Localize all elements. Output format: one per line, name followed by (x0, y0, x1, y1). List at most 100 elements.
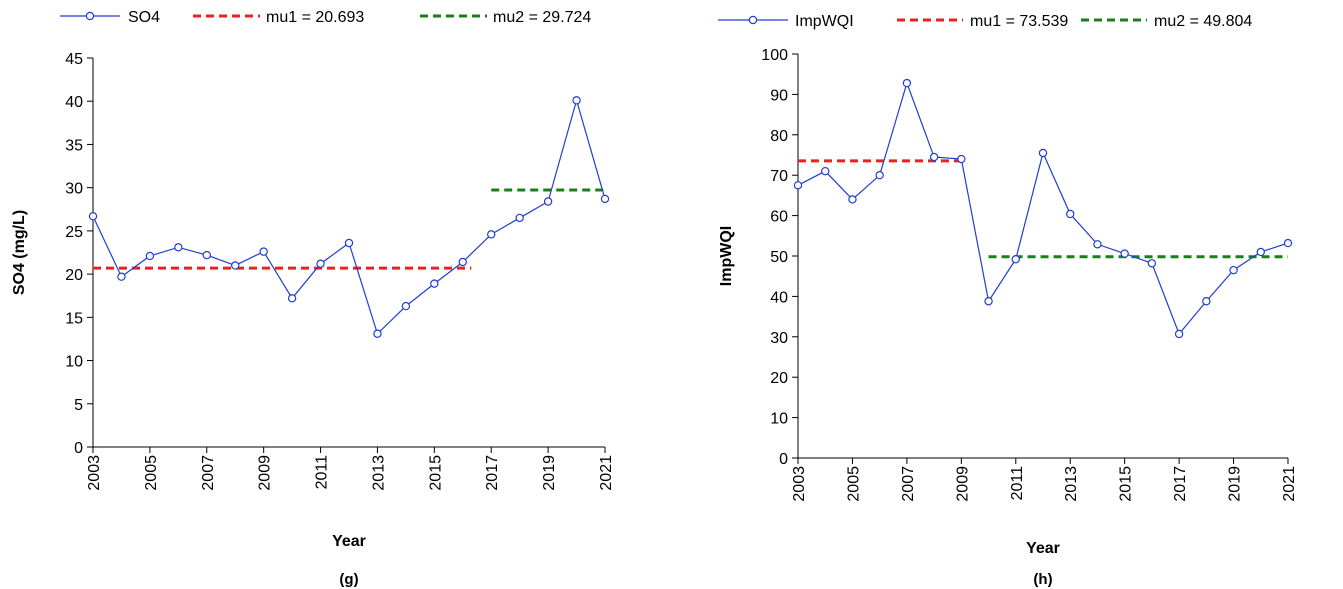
y-tick-label: 60 (770, 209, 788, 226)
x-tick-label: 2017 (1172, 466, 1189, 502)
x-axis-title: Year (332, 533, 366, 550)
data-point (1038, 148, 1048, 158)
data-point (600, 194, 610, 204)
series-line (797, 81, 1289, 336)
x-tick-label: 2007 (900, 466, 917, 502)
y-tick-label: 30 (770, 330, 788, 347)
y-tick-label: 0 (779, 451, 788, 468)
data-point (1283, 238, 1293, 248)
x-tick-label: 2015 (427, 455, 444, 491)
data-point (821, 166, 830, 176)
data-point (1011, 255, 1020, 264)
data-point (984, 297, 993, 306)
x-tick-label: 2021 (598, 455, 615, 491)
data-point (1147, 259, 1157, 268)
y-tick-label: 15 (65, 310, 83, 327)
data-point (231, 261, 240, 270)
x-tick-label: 2013 (1063, 466, 1080, 502)
legend-label: SO4 (128, 9, 160, 26)
data-point (1120, 249, 1129, 258)
x-axis-title: Year (1026, 540, 1060, 557)
x-tick-label: 2007 (200, 455, 217, 491)
data-point (1174, 329, 1184, 339)
data-point (145, 251, 155, 261)
data-point (543, 197, 553, 206)
y-tick-label: 0 (74, 440, 83, 457)
x-tick-label: 2017 (484, 455, 501, 491)
data-point (344, 238, 354, 248)
x-tick-label: 2011 (314, 455, 331, 490)
y-tick-label: 40 (65, 94, 83, 111)
y-tick-label: 35 (65, 137, 83, 154)
x-tick-label: 2013 (370, 455, 387, 491)
x-tick-label: 2019 (1227, 466, 1244, 502)
data-point (793, 181, 803, 190)
data-point (88, 211, 98, 221)
y-tick-label: 80 (770, 128, 788, 145)
y-tick-label: 70 (770, 168, 788, 185)
legend-label: mu1 = 20.693 (266, 9, 364, 26)
x-tick-label: 2005 (143, 455, 160, 491)
x-tick-label: 2005 (845, 466, 862, 502)
y-tick-label: 20 (770, 370, 788, 387)
data-point (515, 213, 524, 223)
y-tick-label: 10 (770, 411, 788, 428)
y-tick-label: 5 (74, 397, 83, 414)
x-tick-label: 2003 (791, 466, 808, 502)
panel-caption: (g) (339, 571, 358, 588)
legend-marker (85, 11, 95, 21)
y-tick-label: 90 (770, 87, 788, 104)
data-point (1229, 265, 1238, 275)
data-point (287, 294, 297, 303)
y-tick-label: 40 (770, 289, 788, 306)
data-point (117, 272, 126, 281)
y-axis-title: ImpWQI (718, 226, 735, 286)
data-point (202, 250, 211, 260)
y-tick-label: 30 (65, 181, 83, 198)
panel-h: 0 10 20 30 40 50 60 70 80 90 100 2003 2005 2007 2009 20… (718, 13, 1298, 588)
panel-caption: (h) (1033, 571, 1052, 588)
legend-label: mu1 = 73.539 (970, 13, 1068, 30)
legend-label: mu2 = 29.724 (493, 9, 591, 26)
data-point (1066, 209, 1075, 219)
data-point (902, 78, 912, 88)
data-point (1202, 297, 1211, 306)
x-tick-label: 2019 (541, 455, 558, 491)
data-point (957, 154, 966, 164)
data-point (174, 243, 183, 252)
legend-marker (748, 15, 758, 25)
legend-label: ImpWQI (795, 13, 854, 30)
x-tick-label: 2009 (257, 455, 274, 491)
legend: SO4 mu1 = 20.693 mu2 = 29.724 (60, 9, 591, 26)
data-point (430, 279, 439, 288)
data-point (259, 247, 268, 256)
series-line (92, 98, 606, 335)
data-point (1256, 247, 1265, 257)
y-tick-label: 45 (65, 51, 83, 68)
data-point (487, 230, 496, 239)
data-point (929, 152, 939, 162)
x-tick-label: 2011 (1009, 466, 1026, 501)
legend-label: mu2 = 49.804 (1154, 13, 1252, 30)
y-tick-label: 100 (761, 47, 788, 64)
y-tick-label: 50 (770, 249, 788, 266)
x-tick-label: 2009 (954, 466, 971, 502)
data-point (848, 195, 857, 204)
y-tick-label: 20 (65, 267, 83, 284)
data-point (373, 329, 382, 338)
data-point (572, 96, 581, 105)
data-point (316, 259, 325, 268)
data-point (1093, 240, 1102, 249)
x-tick-label: 2021 (1281, 466, 1298, 502)
y-tick-label: 25 (65, 224, 83, 241)
y-axis-title: SO4 (mg/L) (11, 210, 28, 295)
data-point (458, 257, 467, 267)
y-tick-label: 10 (65, 354, 83, 371)
legend: ImpWQI mu1 = 73.539 mu2 = 49.804 (718, 13, 1252, 30)
data-point (875, 170, 884, 180)
data-point (401, 301, 411, 311)
panel-g: 0 5 10 15 20 25 30 35 40 45 2003 2005 2007 2009 2011 20… (11, 9, 615, 588)
x-tick-label: 2015 (1118, 466, 1135, 502)
x-tick-label: 2003 (86, 455, 103, 491)
